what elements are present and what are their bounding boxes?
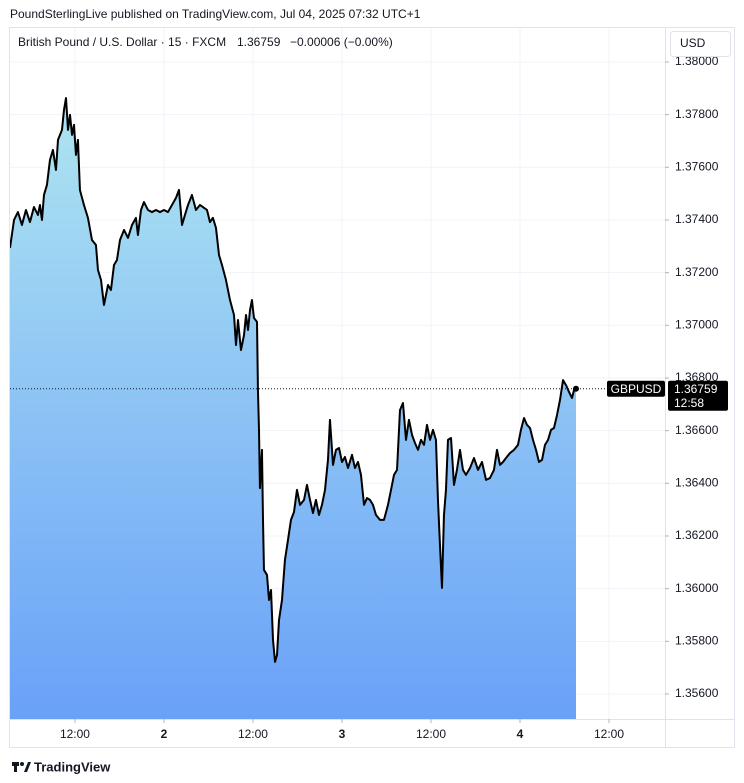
symbol-tag-label: GBPUSD	[611, 382, 662, 396]
y-tick-label: 1.37800	[675, 107, 719, 121]
y-tick-label: 1.36400	[675, 475, 719, 489]
legend-change: −0.00006 (−0.00%)	[290, 35, 393, 49]
footer-brand: TradingView	[34, 759, 111, 774]
y-tick-label: 1.35800	[675, 633, 719, 647]
frame	[9, 27, 735, 748]
y-tick-label: 1.37600	[675, 159, 719, 173]
legend-name: British Pound / U.S. Dollar · 15 · FXCM	[18, 35, 226, 49]
axes: 1.35600 1.35800 1.36000 1.36200 1.36400 1.366…	[10, 54, 728, 741]
currency-label: USD	[680, 36, 706, 50]
y-tick-label: 1.36600	[675, 423, 719, 437]
y-tick-label: 1.37400	[675, 212, 719, 226]
y-tick-label: 1.36000	[675, 581, 719, 595]
area-fill	[10, 98, 576, 719]
x-tick-label: 12:00	[594, 727, 624, 741]
y-tick-label: 1.36200	[675, 528, 719, 542]
symbol-tag	[607, 380, 665, 397]
footer-logo	[12, 762, 31, 772]
x-tick-label: 4	[517, 727, 524, 741]
header: PoundSterlingLive published on TradingVi…	[10, 7, 421, 21]
x-tick-label: 12:00	[416, 727, 446, 741]
y-tick-label: 1.38000	[675, 54, 719, 68]
y-tick-label: 1.37200	[675, 265, 719, 279]
legend-price: 1.36759	[237, 35, 281, 49]
x-tick-label: 3	[339, 727, 346, 741]
x-tick-label: 12:00	[60, 727, 90, 741]
countdown-label: 12:58	[674, 396, 704, 410]
plot	[10, 97, 577, 719]
y-tick-label: 1.35600	[675, 686, 719, 700]
price-line	[10, 97, 577, 663]
y-tick-label: 1.37000	[675, 317, 719, 331]
price-tag-label: 1.36759	[674, 382, 718, 396]
y-tick-label: 1.36800	[675, 370, 719, 384]
last-price-dot	[572, 385, 579, 392]
price-tag	[668, 380, 728, 411]
x-tick-label: 12:00	[238, 727, 268, 741]
x-tick-label: 2	[161, 727, 168, 741]
currency-button[interactable]	[670, 31, 731, 57]
